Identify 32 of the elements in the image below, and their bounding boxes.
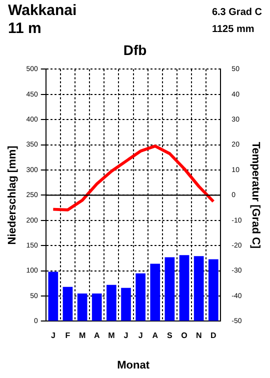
text: 6.3 Grad C (212, 6, 262, 20)
bar (92, 293, 102, 321)
bar (164, 257, 175, 321)
x-tick-label: O (181, 331, 188, 340)
bar (48, 272, 58, 321)
bar (121, 288, 131, 321)
bar (150, 264, 160, 321)
bar (106, 284, 116, 321)
bar (77, 293, 88, 321)
bar (194, 256, 204, 321)
x-tick-label: M (108, 331, 116, 340)
x-tick-label: J (124, 331, 128, 340)
x-tick-label: D (210, 331, 217, 340)
x-tick-label: M (78, 331, 86, 340)
bar (208, 259, 218, 321)
x-tick-label: N (196, 331, 202, 340)
chart-subtitle: 11 m (8, 20, 42, 38)
bar (62, 286, 73, 321)
x-tick-label: J (50, 331, 56, 340)
x-tick-label: S (167, 331, 174, 340)
y2-axis-title: Temperatur [Grad C] (249, 142, 262, 249)
bar (136, 273, 146, 321)
x-tick-label: J (138, 331, 143, 340)
x-axis-title: Monat (117, 359, 150, 372)
text: Dfb (122, 42, 148, 58)
y-axis-title: Niederschlag [mm] (6, 145, 19, 245)
x-tick-label: A (94, 331, 100, 340)
x-tick-label: F (65, 331, 70, 340)
text: 1125 mm (212, 23, 256, 37)
chart-title: Wakkanai (8, 2, 77, 20)
x-tick-label: A (152, 331, 158, 340)
bar (179, 255, 190, 321)
